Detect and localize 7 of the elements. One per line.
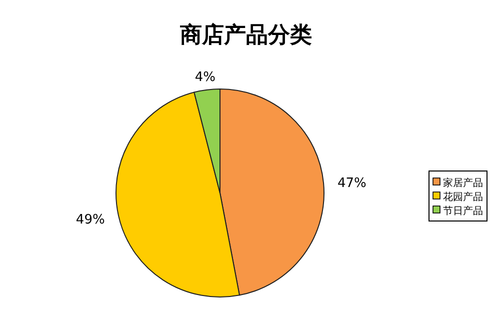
data-label: 4% xyxy=(194,70,216,85)
legend-label: 节日产品 xyxy=(443,205,483,217)
data-label: 47% xyxy=(337,176,366,191)
chart-title: 商店产品分类 xyxy=(179,22,312,48)
data-label: 49% xyxy=(76,212,105,228)
legend-label: 家居产品 xyxy=(443,177,483,189)
legend-label: 花园产品 xyxy=(443,191,483,203)
